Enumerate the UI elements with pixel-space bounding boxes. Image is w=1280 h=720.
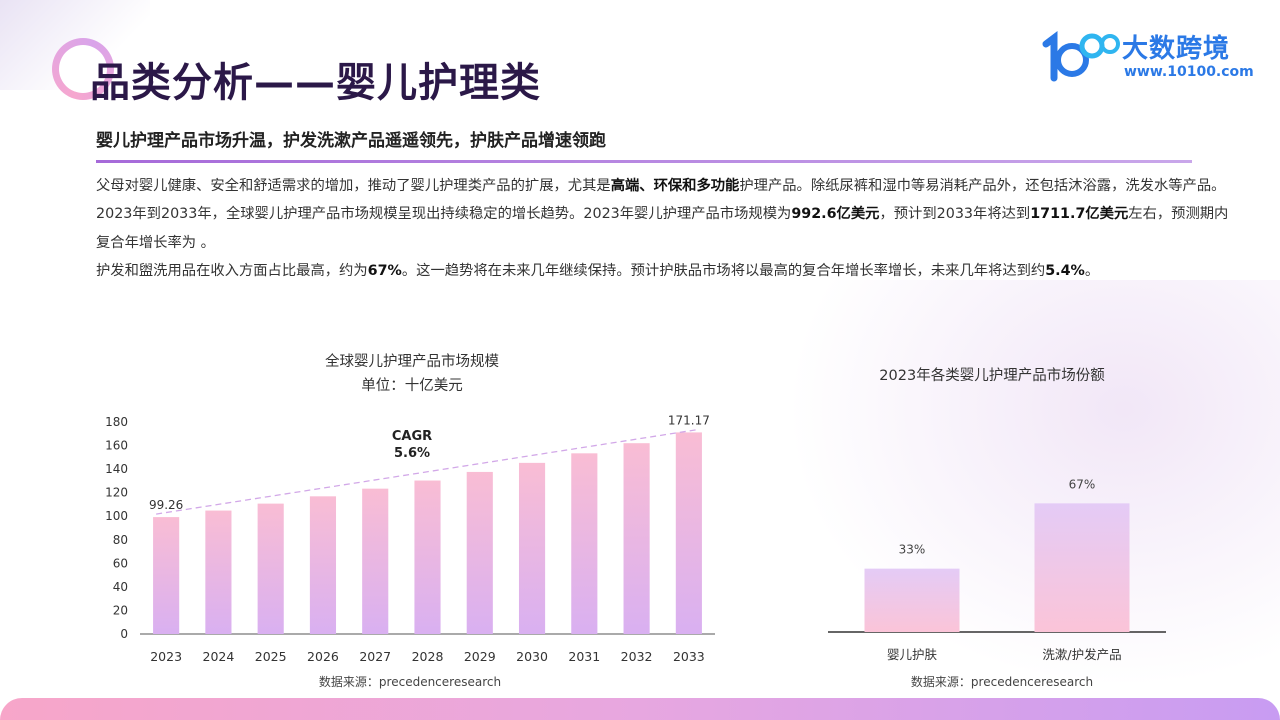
x-tick-label: 2027 xyxy=(359,649,391,664)
cagr-trend-line xyxy=(156,428,699,515)
body-p3-run-1: 67% xyxy=(367,263,402,280)
paragraph-2: 2023年到2033年，全球婴儿护理产品市场规模呈现出持续稳定的增长趋势。202… xyxy=(96,200,1236,257)
x-tick-label: 2030 xyxy=(516,649,548,664)
paragraph-1: 父母对婴儿健康、安全和舒适需求的增加，推动了婴儿护理类产品的扩展，尤其是高端、环… xyxy=(96,172,1236,200)
share-bar-1 xyxy=(1034,503,1130,632)
bottom-gradient-band xyxy=(0,698,1280,720)
bar-2023 xyxy=(153,517,180,634)
y-tick-label: 120 xyxy=(105,486,128,500)
body-p2-run-0: 2023年到2033年，全球婴儿护理产品市场规模呈现出持续稳定的增长趋势。202… xyxy=(96,206,792,223)
body-p3-run-3: 5.4% xyxy=(1045,263,1085,280)
y-tick-label: 40 xyxy=(113,580,128,594)
logo-url: www.10100.com xyxy=(1124,64,1254,80)
value-label: 33% xyxy=(899,543,926,557)
market-share-bar-chart: 33% 婴儿护肤 67% 洗漱/护发产品 xyxy=(828,477,1166,662)
body-p3-run-4: 。 xyxy=(1084,263,1100,280)
data-label: 99.26 xyxy=(149,498,183,512)
chart2-title: 2023年各类婴儿护理产品市场份额 xyxy=(879,368,1105,384)
y-tick-label: 140 xyxy=(105,462,128,476)
x-tick-label: 2028 xyxy=(412,649,444,664)
subtitle-divider xyxy=(96,160,1192,163)
page-title: 品类分析——婴儿护理类 xyxy=(90,60,541,106)
paragraph-3: 护发和盥洗用品在收入方面占比最高，约为67%。这一趋势将在未来几年继续保持。预计… xyxy=(96,257,1236,285)
category-label: 洗漱/护发产品 xyxy=(1042,647,1121,662)
x-tick-label: 2024 xyxy=(203,649,235,664)
y-tick-label: 20 xyxy=(113,603,128,617)
chart1-title: 全球婴儿护理产品市场规模 单位：十亿美元 xyxy=(262,350,562,395)
market-size-bar-chart: 0 20 40 60 80 100 120 140 160 180 2023 99.26 2024 202… xyxy=(105,413,715,664)
y-tick-label: 0 xyxy=(120,627,128,641)
chart1-title-text: 全球婴儿护理产品市场规模 xyxy=(325,354,499,370)
body-p1-run-2: 护理产品。除纸尿裤和湿巾等易消耗产品外，还包括沐浴露，洗发水等产品。 xyxy=(739,178,1226,194)
y-tick-label: 100 xyxy=(105,509,128,523)
section-subtitle: 婴儿护理产品市场升温，护发洗漱产品遥遥领先，护肤产品增速领跑 xyxy=(96,131,606,151)
bar-2030 xyxy=(518,462,546,634)
body-p2-run-4: 左右，预测期内复合年增长率为 。 xyxy=(96,206,1229,251)
body-p2-run-2: ，预计到2033年将达到 xyxy=(879,206,1031,223)
chart2-source: 数据来源：precedenceresearch xyxy=(910,675,1094,689)
x-tick-label: 2031 xyxy=(568,649,600,664)
brand-logo[interactable]: 大数跨境 www.10100.com xyxy=(1040,26,1260,86)
bar-2032 xyxy=(623,443,650,634)
y-tick-label: 160 xyxy=(105,439,128,453)
bar-2033 xyxy=(675,432,702,634)
x-tick-label: 2026 xyxy=(307,649,339,664)
x-tick-label: 2029 xyxy=(464,649,496,664)
x-tick-label: 2023 xyxy=(150,649,182,664)
category-label: 婴儿护肤 xyxy=(887,647,938,662)
data-label: 171.17 xyxy=(668,413,710,427)
cagr-annotation: CAGR xyxy=(392,429,432,444)
chart1-source: 数据来源：precedenceresearch xyxy=(318,675,502,689)
bar-2026 xyxy=(309,496,337,634)
body-p2-run-1: 992.6亿美元 xyxy=(791,206,880,223)
logo-name: 大数跨境 xyxy=(1122,34,1231,64)
x-tick-label: 2033 xyxy=(673,649,705,664)
y-tick-label: 80 xyxy=(113,533,128,547)
bar-2024 xyxy=(205,510,232,634)
body-p1-run-0: 父母对婴儿健康、安全和舒适需求的增加，推动了婴儿护理类产品的扩展，尤其是 xyxy=(96,178,611,194)
chart1-unit-text: 单位：十亿美元 xyxy=(361,378,463,394)
y-tick-label: 60 xyxy=(113,556,128,570)
x-tick-label: 2025 xyxy=(255,649,287,664)
bar-2028 xyxy=(414,480,441,634)
share-bar-0 xyxy=(864,568,960,632)
y-tick-label: 180 xyxy=(105,415,128,429)
body-p3-run-2: 。这一趋势将在未来几年继续保持。预计护肤品市场将以最高的复合年增长率增长，未来几… xyxy=(401,263,1046,280)
bar-2027 xyxy=(362,488,389,634)
background-tint-right xyxy=(760,280,1280,710)
body-p1-run-1: 高端、环保和多功能 xyxy=(610,178,740,194)
bar-2029 xyxy=(466,471,493,634)
bar-2031 xyxy=(571,453,598,634)
logo-mark-icon xyxy=(1042,31,1120,82)
title-ring-decoration xyxy=(52,38,114,100)
body-p2-run-3: 1711.7亿美元 xyxy=(1030,206,1129,223)
body-text: 父母对婴儿健康、安全和舒适需求的增加，推动了婴儿护理类产品的扩展，尤其是高端、环… xyxy=(96,172,1236,286)
value-label: 67% xyxy=(1069,477,1096,491)
x-tick-label: 2032 xyxy=(621,649,653,664)
body-p3-run-0: 护发和盥洗用品在收入方面占比最高，约为 xyxy=(96,263,368,280)
cagr-annotation: 5.6% xyxy=(394,446,430,461)
bar-2025 xyxy=(257,503,284,634)
